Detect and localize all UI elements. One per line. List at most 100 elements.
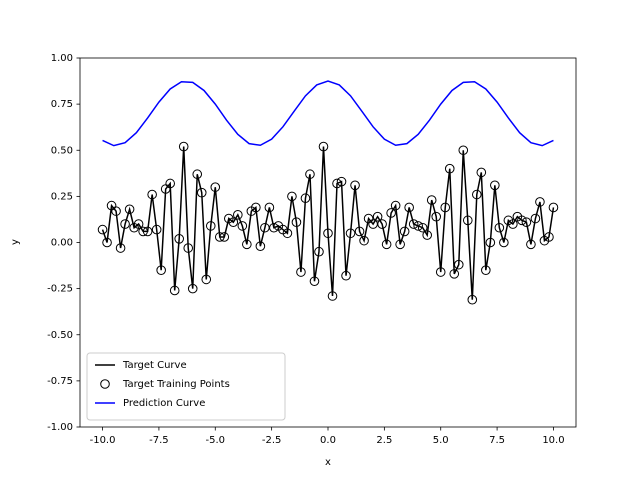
point [350, 180, 360, 191]
point [458, 145, 469, 156]
point [169, 285, 180, 296]
point [264, 202, 275, 213]
point [228, 217, 239, 228]
point [102, 237, 112, 248]
plot-area [97, 80, 559, 305]
point [151, 224, 162, 235]
point [476, 167, 487, 178]
x-tick-label: 10.0 [542, 435, 564, 446]
point [404, 202, 414, 213]
point [187, 283, 198, 294]
point [377, 219, 387, 229]
point [435, 267, 446, 277]
point [381, 239, 392, 250]
point [544, 232, 554, 242]
point [115, 243, 126, 253]
point [422, 230, 433, 240]
point [449, 269, 460, 279]
point [431, 211, 442, 222]
y-tick-label: 0.50 [51, 145, 73, 156]
point [219, 232, 230, 242]
y-axis-label: y [10, 239, 21, 245]
point [201, 274, 212, 285]
point [372, 211, 383, 222]
point [386, 208, 396, 218]
point [142, 226, 153, 237]
point [269, 222, 279, 233]
point [548, 202, 559, 213]
point [399, 226, 410, 237]
legend-label: Prediction Curve [123, 398, 205, 409]
point [282, 228, 293, 239]
x-tick-label: -7.5 [149, 435, 169, 446]
x-axis-label: x [325, 457, 331, 468]
point [291, 217, 302, 228]
x-tick-label: 5.0 [433, 435, 449, 446]
point [196, 187, 207, 198]
point [336, 176, 347, 187]
point [165, 178, 175, 189]
point [314, 246, 324, 257]
line [101, 146, 555, 300]
point [341, 270, 351, 281]
point [490, 180, 500, 191]
y-tick-label: -0.75 [47, 376, 73, 387]
x-tick-label: 7.5 [489, 435, 505, 446]
x-tick-label: -5.0 [206, 435, 226, 446]
point [296, 267, 306, 277]
x-tick-label: -10.0 [90, 435, 116, 446]
point [390, 200, 401, 211]
y-tick-label: 0.75 [51, 99, 73, 110]
point [205, 221, 216, 231]
point [485, 237, 496, 248]
point [472, 189, 482, 200]
point [147, 189, 157, 200]
point [521, 217, 532, 228]
x-tick-label: -2.5 [262, 435, 282, 446]
point [332, 178, 342, 189]
x-tick-label: 2.5 [376, 435, 392, 446]
legend-label: Target Training Points [122, 379, 230, 390]
y-tick-label: -0.50 [47, 330, 73, 341]
x-tick-label: 0.0 [320, 435, 336, 446]
point [517, 215, 527, 226]
point [233, 210, 243, 220]
point [462, 215, 473, 226]
point [192, 169, 203, 180]
axes-frame [79, 57, 577, 428]
point [318, 141, 329, 152]
point [440, 202, 451, 213]
point [467, 294, 478, 305]
point [327, 291, 338, 301]
point [526, 239, 536, 250]
legend-swatch [100, 379, 110, 389]
point [417, 222, 428, 233]
point [111, 206, 121, 216]
point [251, 202, 261, 213]
point [214, 232, 225, 242]
point [453, 259, 464, 270]
y-tick-label: -1.00 [47, 422, 73, 433]
y-tick-label: 1.00 [51, 53, 73, 64]
point [237, 221, 248, 231]
point [395, 239, 405, 250]
point [300, 193, 311, 204]
point [345, 228, 356, 239]
point [133, 219, 144, 229]
point [124, 204, 135, 215]
point [183, 243, 194, 253]
point [408, 219, 419, 229]
point [305, 169, 315, 180]
point [354, 226, 365, 237]
point [210, 182, 221, 192]
point [413, 221, 423, 231]
legend-label: Target Curve [122, 360, 187, 371]
point [535, 197, 545, 207]
point [481, 265, 491, 275]
point [494, 222, 505, 233]
point [444, 163, 455, 174]
point [174, 234, 184, 244]
point [426, 195, 437, 205]
